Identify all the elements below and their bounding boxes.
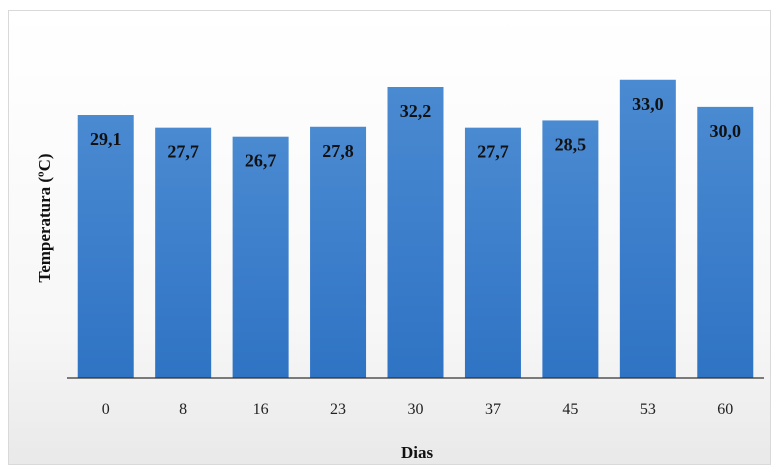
x-tick-label: 0 [102, 401, 110, 418]
x-tick-label: 37 [485, 401, 501, 418]
bar-23 [310, 126, 367, 378]
bar-value-label: 27,7 [167, 142, 199, 162]
bar-53 [619, 79, 676, 378]
x-tick-label: 60 [717, 401, 733, 418]
value-labels-group: 29,1 27,7 26,7 27,8 32,2 27,7 28,5 33,0 30,0 [90, 94, 741, 171]
x-tick-label: 53 [640, 401, 656, 418]
x-tick-label: 30 [408, 401, 424, 418]
bar-0 [77, 115, 134, 379]
x-tick-label: 45 [562, 401, 578, 418]
bars-group [77, 79, 754, 379]
x-axis-title: Dias [401, 443, 434, 462]
bar-value-label: 33,0 [632, 94, 664, 114]
bar-value-label: 27,7 [477, 142, 509, 162]
bar-value-label: 27,8 [322, 141, 354, 161]
bar-value-label: 30,0 [710, 121, 742, 141]
bar-30 [387, 86, 444, 378]
x-tick-label: 16 [253, 401, 269, 418]
x-tick-labels-group: 0 8 16 23 30 37 45 53 60 [102, 401, 734, 418]
bar-45 [542, 120, 599, 378]
x-tick-label: 23 [330, 401, 346, 418]
bar-8 [155, 127, 212, 378]
x-tick-label: 8 [179, 401, 187, 418]
bar-value-label: 29,1 [90, 129, 122, 149]
bar-16 [232, 136, 289, 378]
bar-value-label: 32,2 [400, 101, 432, 121]
bar-37 [464, 127, 521, 378]
bar-value-label: 26,7 [245, 151, 277, 171]
bar-60 [697, 106, 754, 378]
y-axis-title: Temperatura (ºC) [35, 153, 54, 282]
bar-value-label: 28,5 [555, 134, 587, 154]
